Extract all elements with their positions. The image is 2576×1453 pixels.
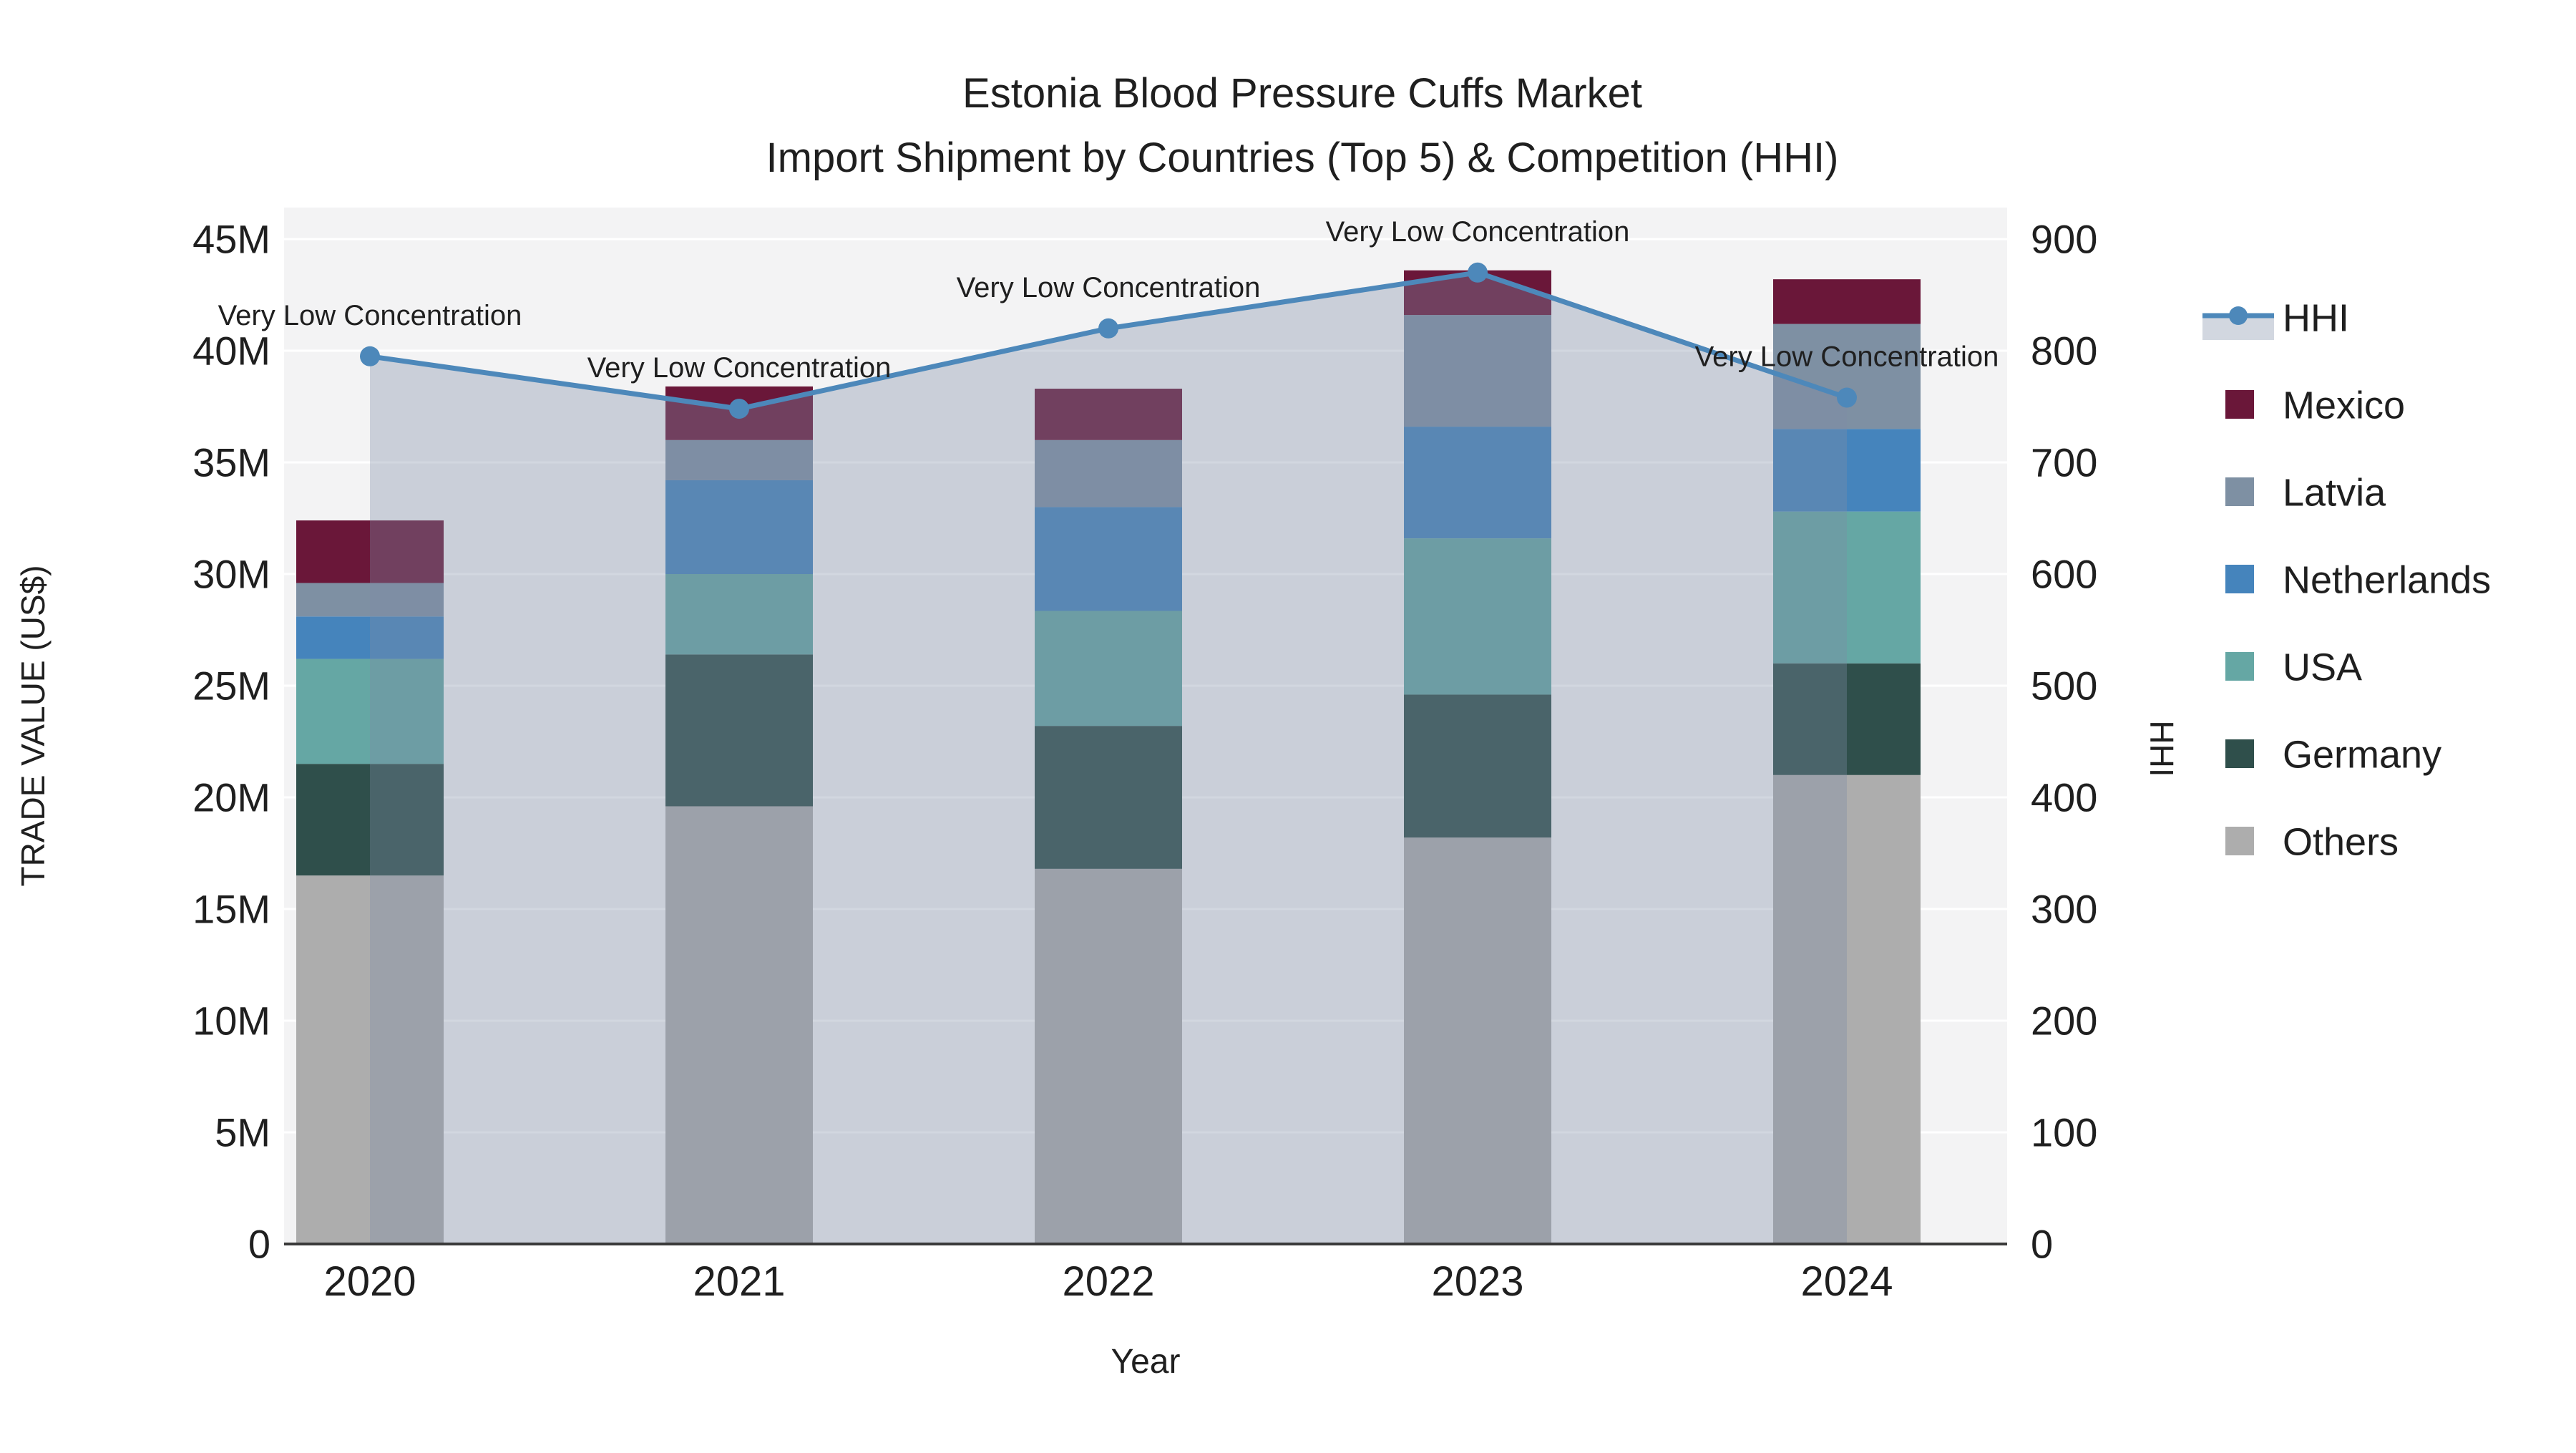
y-left-tick-label: 40M bbox=[192, 329, 270, 374]
legend-item-latvia[interactable]: Latvia bbox=[2225, 471, 2386, 514]
bar-segment-netherlands-2021[interactable] bbox=[665, 480, 813, 574]
legend-hhi-marker-icon bbox=[2229, 306, 2248, 325]
legend-color-swatch bbox=[2225, 565, 2254, 593]
bar-segment-others-2021[interactable] bbox=[665, 806, 813, 1244]
bar-segment-latvia-2024[interactable] bbox=[1773, 324, 1921, 429]
legend-item-label: Germany bbox=[2283, 733, 2441, 776]
x-axis-title: Year bbox=[1111, 1343, 1181, 1381]
bar-segment-mexico-2020[interactable] bbox=[296, 520, 444, 583]
bar-segment-latvia-2022[interactable] bbox=[1035, 439, 1182, 507]
bar-segment-germany-2024[interactable] bbox=[1773, 663, 1921, 775]
annotation-concentration: Very Low Concentration bbox=[1326, 216, 1630, 248]
x-tick-label-2020: 2020 bbox=[323, 1258, 416, 1305]
legend-item-label: HHI bbox=[2283, 296, 2349, 339]
legend-color-swatch bbox=[2225, 652, 2254, 681]
y-left-tick-label: 45M bbox=[192, 217, 270, 262]
legend-color-swatch bbox=[2225, 390, 2254, 419]
y-left-tick-label: 30M bbox=[192, 552, 270, 597]
legend-color-swatch bbox=[2225, 827, 2254, 855]
legend-item-germany[interactable]: Germany bbox=[2225, 733, 2441, 776]
y-right-tick-label: 300 bbox=[2031, 887, 2097, 932]
y-right-tick-label: 0 bbox=[2031, 1222, 2053, 1267]
bar-segment-germany-2022[interactable] bbox=[1035, 726, 1182, 869]
y-left-tick-label: 5M bbox=[215, 1110, 270, 1155]
annotation-concentration: Very Low Concentration bbox=[1695, 341, 1999, 373]
y-right-tick-label: 100 bbox=[2031, 1110, 2097, 1155]
y-right-tick-label: 800 bbox=[2031, 329, 2097, 374]
y-right-tick-label: 500 bbox=[2031, 664, 2097, 709]
y-left-tick-label: 35M bbox=[192, 440, 270, 485]
hhi-area-fill bbox=[370, 272, 1847, 1244]
bar-segment-others-2020[interactable] bbox=[296, 875, 444, 1244]
y-right-tick-label: 600 bbox=[2031, 552, 2097, 597]
bar-segment-usa-2021[interactable] bbox=[665, 574, 813, 655]
legend-item-usa[interactable]: USA bbox=[2225, 646, 2362, 689]
hhi-point-2022[interactable] bbox=[1098, 318, 1118, 339]
legend-item-label: Netherlands bbox=[2283, 558, 2491, 601]
legend-item-hhi[interactable]: HHI bbox=[2202, 296, 2349, 340]
chart-title-line2: Import Shipment by Countries (Top 5) & C… bbox=[766, 135, 1839, 181]
bar-segment-germany-2023[interactable] bbox=[1404, 694, 1551, 838]
y-right-tick-label: 400 bbox=[2031, 775, 2097, 820]
bar-segment-netherlands-2022[interactable] bbox=[1035, 507, 1182, 611]
bar-segment-mexico-2024[interactable] bbox=[1773, 279, 1921, 324]
y-left-axis-title: TRADE VALUE (US$) bbox=[14, 565, 52, 886]
legend-item-label: Latvia bbox=[2283, 471, 2386, 514]
legend-item-label: Mexico bbox=[2283, 384, 2405, 427]
y-left-tick-label: 15M bbox=[192, 887, 270, 932]
legend-item-others[interactable]: Others bbox=[2225, 820, 2399, 863]
x-tick-label-2023: 2023 bbox=[1431, 1258, 1523, 1305]
bar-segment-germany-2021[interactable] bbox=[665, 654, 813, 807]
hhi-point-2023[interactable] bbox=[1468, 262, 1488, 283]
hhi-point-2020[interactable] bbox=[360, 346, 380, 366]
bar-segment-netherlands-2024[interactable] bbox=[1773, 429, 1921, 512]
bar-segment-netherlands-2023[interactable] bbox=[1404, 427, 1551, 539]
hhi-point-2021[interactable] bbox=[729, 399, 749, 419]
legend-color-swatch bbox=[2225, 477, 2254, 506]
bar-segment-usa-2022[interactable] bbox=[1035, 611, 1182, 726]
y-left-tick-label: 10M bbox=[192, 998, 270, 1044]
x-tick-label-2024: 2024 bbox=[1800, 1258, 1893, 1305]
bar-segment-germany-2020[interactable] bbox=[296, 764, 444, 876]
bar-segment-others-2024[interactable] bbox=[1773, 774, 1921, 1244]
legend-item-label: USA bbox=[2283, 646, 2362, 689]
bar-segment-others-2022[interactable] bbox=[1035, 868, 1182, 1244]
stacked-bars bbox=[296, 270, 1921, 1244]
y-left-tick-label: 0 bbox=[248, 1222, 270, 1267]
y-left-tick-label: 20M bbox=[192, 775, 270, 820]
legend-item-mexico[interactable]: Mexico bbox=[2225, 384, 2405, 427]
bar-segment-others-2023[interactable] bbox=[1404, 837, 1551, 1244]
y-right-tick-label: 700 bbox=[2031, 440, 2097, 485]
annotation-concentration: Very Low Concentration bbox=[587, 352, 892, 384]
y-right-tick-label: 200 bbox=[2031, 998, 2097, 1044]
hhi-point-2024[interactable] bbox=[1837, 387, 1857, 408]
x-tick-label-2022: 2022 bbox=[1062, 1258, 1154, 1305]
y-left-tick-label: 25M bbox=[192, 664, 270, 709]
bar-segment-mexico-2022[interactable] bbox=[1035, 389, 1182, 440]
bar-segment-usa-2023[interactable] bbox=[1404, 538, 1551, 695]
bar-segment-usa-2024[interactable] bbox=[1773, 511, 1921, 664]
y-right-axis-title: HHI bbox=[2143, 720, 2180, 777]
legend: HHI Mexico Latvia Netherlands USA Germany Othe… bbox=[2202, 296, 2491, 863]
bar-segment-latvia-2021[interactable] bbox=[665, 439, 813, 480]
legend-item-netherlands[interactable]: Netherlands bbox=[2225, 558, 2491, 601]
bar-segment-latvia-2023[interactable] bbox=[1404, 315, 1551, 427]
bar-segment-netherlands-2020[interactable] bbox=[296, 616, 444, 659]
y-right-tick-label: 900 bbox=[2031, 217, 2097, 262]
chart-title-line1: Estonia Blood Pressure Cuffs Market bbox=[962, 70, 1642, 117]
annotation-concentration: Very Low Concentration bbox=[957, 272, 1261, 303]
x-tick-label-2021: 2021 bbox=[693, 1258, 785, 1305]
bar-segment-latvia-2020[interactable] bbox=[296, 583, 444, 617]
legend-color-swatch bbox=[2225, 739, 2254, 768]
legend-item-label: Others bbox=[2283, 820, 2399, 863]
annotation-concentration: Very Low Concentration bbox=[218, 300, 522, 331]
bar-segment-usa-2020[interactable] bbox=[296, 659, 444, 764]
